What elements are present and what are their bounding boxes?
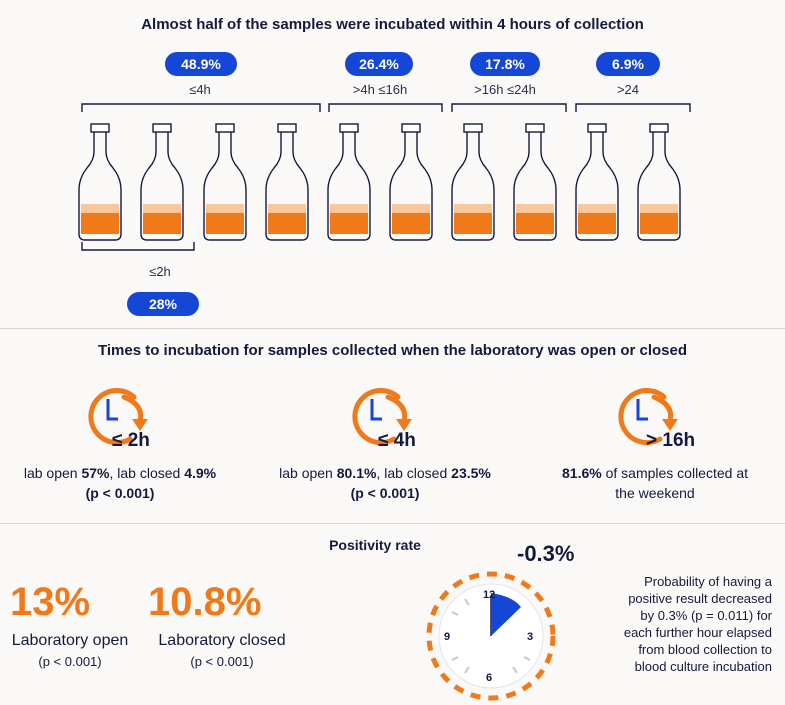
- clock-num-3: 3: [527, 631, 533, 643]
- bracket-4to16h: [328, 103, 443, 112]
- group-label-gt24h: >24: [616, 82, 640, 97]
- group-label-le4h: ≤4h: [189, 82, 211, 97]
- group-label-4to16h: >4h ≤16h: [352, 82, 408, 97]
- bottle-icon: [637, 123, 681, 241]
- section2-title: Times to incubation for samples collecte…: [97, 342, 688, 359]
- clock-num-6: 6: [486, 672, 492, 684]
- bottles-graphic: [78, 103, 691, 251]
- bottle-icon: [513, 123, 557, 241]
- group-label-16to24h: >16h ≤24h: [474, 82, 536, 97]
- group-label-le2h: ≤2h: [149, 264, 171, 279]
- caption-4h: lab open 80.1%, lab closed 23.5% (p < 0.…: [279, 465, 491, 501]
- bottle-icon: [451, 123, 495, 241]
- caption-2h: lab open 57%, lab closed 4.9% (p < 0.001…: [23, 465, 217, 501]
- bottle-icon: [389, 123, 433, 241]
- bracket-gt24h: [575, 103, 691, 112]
- delta-value: -0.3%: [517, 541, 575, 566]
- bracket-le4h: [81, 103, 321, 112]
- clock-num-9: 9: [444, 631, 450, 643]
- stopwatch-icon: [88, 388, 148, 446]
- wedge-indicator: [491, 593, 521, 636]
- divider-1: [0, 328, 785, 329]
- time-label-4h: ≤ 4h: [378, 430, 416, 451]
- stopwatch-icon: [352, 388, 412, 446]
- bracket-16to24h: [451, 103, 567, 112]
- rate-closed-label: Laboratory closed: [158, 632, 286, 649]
- bottle-icon: [140, 123, 184, 241]
- bottle-icon: [327, 123, 371, 241]
- caption-16h: 81.6% of samples collected at the weeken…: [562, 465, 748, 501]
- stopwatch-icon: [618, 388, 678, 446]
- rate-open-p: (p < 0.001): [38, 654, 102, 669]
- pct-badge-16to24h: 17.8%: [470, 52, 540, 76]
- pct-badge-le4h: 48.9%: [165, 52, 237, 76]
- time-label-16h: > 16h: [646, 430, 696, 451]
- positivity-title: Positivity rate: [329, 537, 421, 553]
- rate-open-value: 13%: [10, 580, 91, 624]
- bottle-icon: [78, 123, 122, 241]
- bottle-icon: [203, 123, 247, 241]
- rate-closed-value: 10.8%: [148, 580, 262, 624]
- rate-open-label: Laboratory open: [11, 632, 129, 649]
- bottle-icon: [265, 123, 309, 241]
- time-label-2h: ≤ 2h: [112, 430, 150, 451]
- divider-2: [0, 523, 785, 524]
- pct-badge-4to16h: 26.4%: [345, 52, 413, 76]
- bottle-row: [78, 123, 681, 241]
- clock-icon: 12 3 6 9: [426, 571, 556, 701]
- bottle-icon: [575, 123, 619, 241]
- probability-note: Probability of having a positive result …: [623, 574, 772, 674]
- clock-num-12: 12: [483, 589, 495, 601]
- top-brackets: [81, 103, 691, 251]
- pct-badge-gt24h: 6.9%: [596, 52, 660, 76]
- pct-badge-le2h: 28%: [127, 292, 199, 316]
- bracket-le2h: [81, 242, 195, 251]
- rate-closed-p: (p < 0.001): [190, 654, 254, 669]
- section1-title: Almost half of the samples were incubate…: [141, 16, 644, 33]
